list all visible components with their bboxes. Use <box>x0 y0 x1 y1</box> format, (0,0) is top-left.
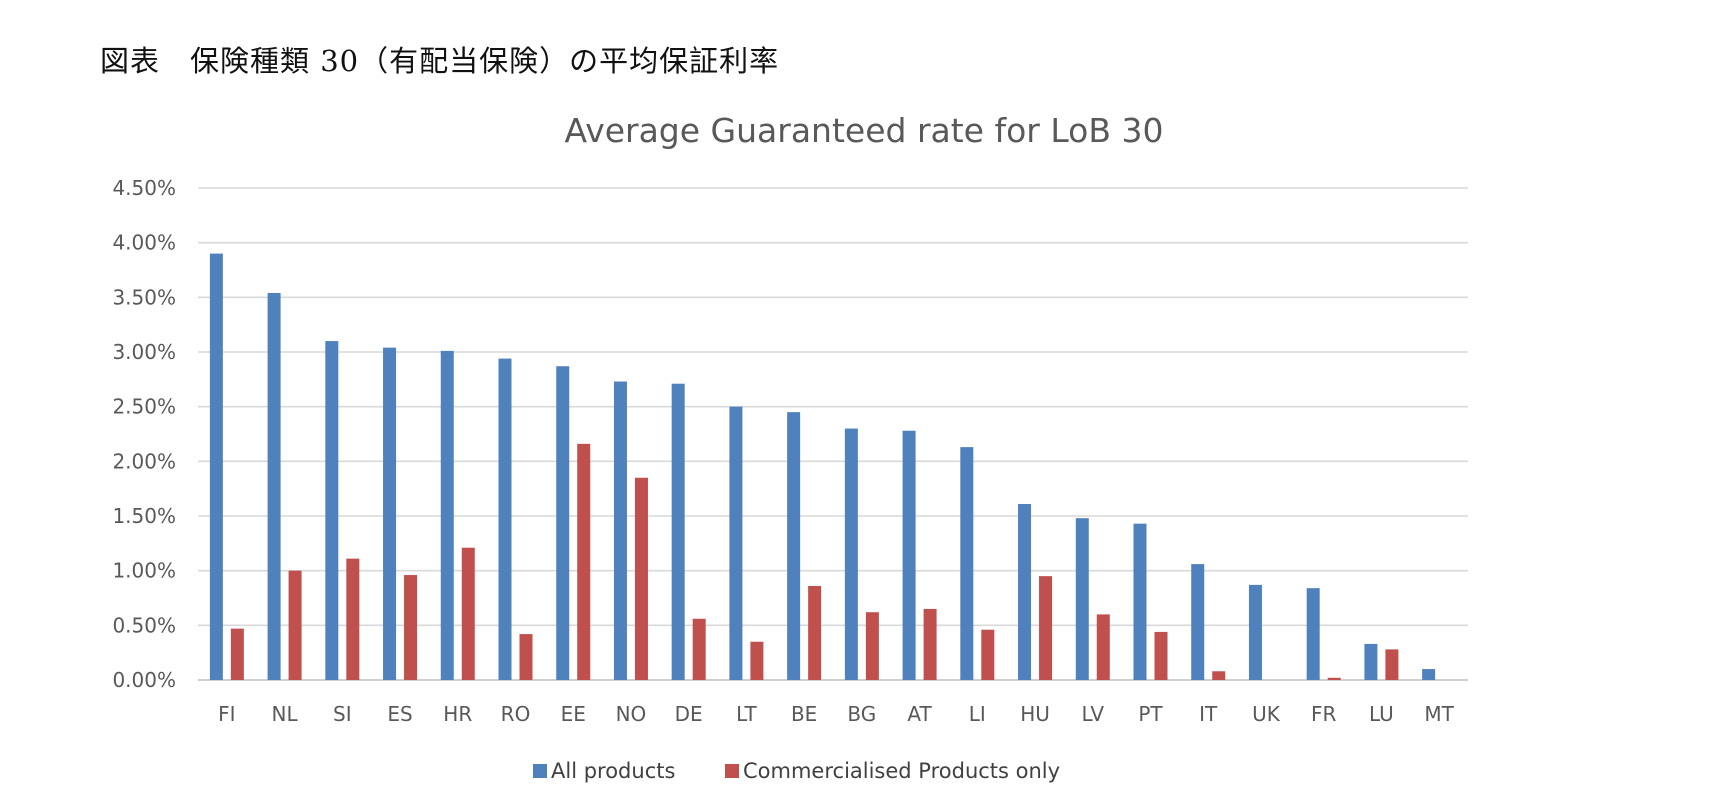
y-tick-label: 0.00% <box>112 668 176 692</box>
x-tick-label: LI <box>969 702 986 726</box>
y-tick-label: 4.50% <box>112 176 176 200</box>
y-tick-label: 3.00% <box>112 340 176 364</box>
bar-no-all-products <box>613 381 627 680</box>
x-tick-label: NO <box>616 702 647 726</box>
bar-hu-all-products <box>1018 503 1032 680</box>
bar-lu-commercialised <box>1385 649 1399 680</box>
bar-bg-commercialised <box>865 612 879 680</box>
bar-si-all-products <box>325 341 339 680</box>
chart-title: Average Guaranteed rate for LoB 30 <box>565 111 1164 150</box>
y-axis-ticks: 0.00% 0.50% 1.00% 1.50% 2.00% 2.50% 3.00% 3.50%… <box>112 176 176 692</box>
bar-es-all-products <box>383 347 397 680</box>
x-tick-label: NL <box>272 702 299 726</box>
bar-it-all-products <box>1191 564 1205 680</box>
x-tick-label: DE <box>675 702 703 726</box>
x-tick-label: HU <box>1020 702 1050 726</box>
x-tick-label: MT <box>1424 702 1454 726</box>
bar-be-all-products <box>787 412 801 680</box>
bar-ee-all-products <box>556 366 570 680</box>
x-tick-label: UK <box>1252 702 1281 726</box>
x-tick-label: LV <box>1081 702 1104 726</box>
x-tick-label: BG <box>847 702 876 726</box>
bar-lt-all-products <box>729 406 743 680</box>
bar-de-commercialised <box>692 618 706 680</box>
x-tick-label: PT <box>1138 702 1163 726</box>
bar-lv-all-products <box>1075 518 1089 680</box>
bar-pt-all-products <box>1133 523 1147 680</box>
x-tick-label: SI <box>333 702 352 726</box>
bar-lv-commercialised <box>1096 614 1110 680</box>
bar-fr-commercialised <box>1327 677 1341 680</box>
bar-fi-commercialised <box>230 628 244 680</box>
bar-uk-all-products <box>1248 584 1262 680</box>
bar-hu-commercialised <box>1039 576 1053 680</box>
x-tick-label: LT <box>736 702 757 726</box>
bar-nl-commercialised <box>288 570 302 680</box>
bar-si-commercialised <box>346 558 360 680</box>
y-tick-label: 0.50% <box>112 613 176 637</box>
y-tick-label: 4.00% <box>112 231 176 255</box>
bar-hr-all-products <box>440 350 454 680</box>
x-tick-label: HR <box>443 702 472 726</box>
bar-ro-all-products <box>498 358 512 680</box>
legend-swatch <box>533 764 547 778</box>
bars <box>209 253 1436 680</box>
x-axis-ticks: FI NL SI ES HR RO EE NO DE LT BE BG AT LI HU LV PT IT UK FR… <box>218 702 1454 726</box>
legend-label: Commercialised Products only <box>743 759 1060 783</box>
bar-li-commercialised <box>981 629 995 680</box>
bar-bg-all-products <box>844 428 858 680</box>
bar-es-commercialised <box>404 575 418 680</box>
bar-lt-commercialised <box>750 641 764 680</box>
bar-nl-all-products <box>267 292 281 680</box>
bar-fi-all-products <box>209 253 223 680</box>
bar-li-all-products <box>960 447 974 680</box>
bar-ro-commercialised <box>519 634 533 680</box>
bar-ee-commercialised <box>577 443 591 680</box>
y-tick-label: 1.00% <box>112 559 176 583</box>
x-tick-label: AT <box>907 702 932 726</box>
y-tick-label: 3.50% <box>112 285 176 309</box>
x-tick-label: IT <box>1199 702 1218 726</box>
legend: All products Commercialised Products only <box>533 759 1060 783</box>
x-tick-label: FI <box>218 702 235 726</box>
bar-fr-all-products <box>1306 588 1320 680</box>
bar-hr-commercialised <box>461 547 475 680</box>
legend-swatch <box>725 764 739 778</box>
bar-at-commercialised <box>923 608 937 680</box>
y-tick-label: 2.50% <box>112 395 176 419</box>
legend-label: All products <box>551 759 675 783</box>
y-tick-label: 2.00% <box>112 449 176 473</box>
x-tick-label: RO <box>501 702 531 726</box>
bar-pt-commercialised <box>1154 631 1168 680</box>
x-tick-label: ES <box>387 702 412 726</box>
bar-it-commercialised <box>1212 671 1226 680</box>
bar-at-all-products <box>902 430 916 680</box>
bar-lu-all-products <box>1364 643 1378 680</box>
page-heading: 図表 保険種類 30（有配当保険）の平均保証利率 <box>100 44 780 78</box>
bar-be-commercialised <box>808 585 822 680</box>
bar-no-commercialised <box>634 477 648 680</box>
bar-de-all-products <box>671 383 685 680</box>
x-tick-label: BE <box>791 702 817 726</box>
x-tick-label: LU <box>1369 702 1394 726</box>
y-tick-label: 1.50% <box>112 504 176 528</box>
x-tick-label: EE <box>561 702 586 726</box>
x-tick-label: FR <box>1311 702 1337 726</box>
bar-mt-all-products <box>1422 669 1436 680</box>
